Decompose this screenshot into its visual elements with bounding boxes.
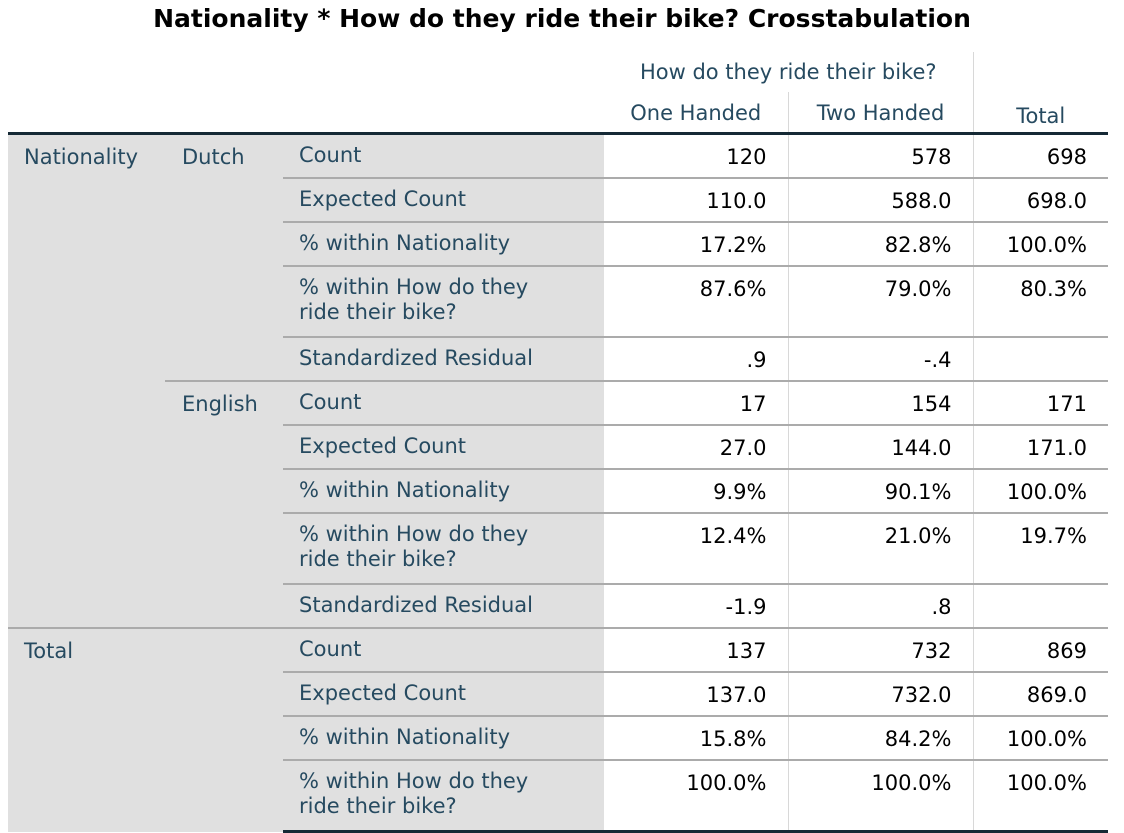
table-row: % within How do they ride their bike? 87.… [8, 265, 1108, 337]
row-variable-label: Nationality [8, 132, 165, 628]
table-row: Expected Count 137.0 732.0 869.0 [8, 671, 1108, 716]
cell-two-handed: 154 [787, 380, 973, 425]
cell-two-handed: 578 [787, 132, 973, 178]
cell-total: 100.0% [972, 221, 1108, 266]
table-row: Total Count 137 732 869 [8, 627, 1108, 832]
table-row: Expected Count 27.0 144.0 171.0 [8, 424, 1108, 469]
cell-two-handed: 82.8% [787, 221, 973, 266]
cell-two-handed: 588.0 [787, 177, 973, 222]
row-category-english: English [165, 380, 283, 628]
table-row: Standardized Residual -1.9.8 [8, 583, 1108, 628]
cell-total: 869 [972, 627, 1108, 672]
cell-two-handed: 79.0% [787, 265, 973, 337]
header-row-1: How do they ride their bike? Total [8, 52, 1108, 134]
statistic-label: Standardized Residual [283, 583, 604, 628]
table-row: % within How do they ride their bike? 12.… [8, 512, 1108, 584]
column-header-total: Total [972, 52, 1108, 134]
statistic-label: % within How do they ride their bike? [283, 512, 604, 584]
cell-one-handed: 27.0 [604, 424, 788, 469]
cell-one-handed: .9 [604, 336, 788, 381]
cell-one-handed: 120 [604, 132, 788, 178]
statistic-label: Count [283, 132, 604, 178]
cell-one-handed: 137.0 [604, 671, 788, 716]
cell-two-handed: 144.0 [787, 424, 973, 469]
cell-one-handed: 137 [604, 627, 788, 672]
cell-total: 100.0% [972, 468, 1108, 513]
table-row: Nationality Dutch Count 120 578 698 [8, 132, 1108, 628]
statistic-label: Standardized Residual [283, 336, 604, 381]
cell-one-handed: 12.4% [604, 512, 788, 584]
statistic-label: Expected Count [283, 177, 604, 222]
cell-one-handed: 87.6% [604, 265, 788, 337]
cell-total: 171 [972, 380, 1108, 425]
statistic-label: % within Nationality [283, 468, 604, 513]
row-category-dutch: Dutch [165, 132, 283, 381]
cell-one-handed: 110.0 [604, 177, 788, 222]
statistic-label: % within Nationality [283, 715, 604, 760]
column-header-one-handed: One Handed [630, 101, 762, 125]
cell-one-handed: 17 [604, 380, 788, 425]
cell-two-handed: -.4 [787, 336, 973, 381]
cell-one-handed: 9.9% [604, 468, 788, 513]
table-row: English Count 17 154 171 [8, 380, 1108, 628]
cell-two-handed: 732.0 [787, 671, 973, 716]
cell-total: 171.0 [972, 424, 1108, 469]
cell-two-handed: 732 [787, 627, 973, 672]
cell-two-handed: 84.2% [787, 715, 973, 760]
cell-two-handed: .8 [787, 583, 973, 628]
table-row: Standardized Residual .9 -.4 [8, 336, 1108, 381]
statistic-label: % within How do they ride their bike? [283, 265, 604, 337]
cell-total: 100.0% [972, 759, 1108, 833]
table-row: % within Nationality 15.8% 84.2% 100.0% [8, 715, 1108, 760]
cell-total: 698 [972, 132, 1108, 178]
cell-total: 80.3% [972, 265, 1108, 337]
cell-one-handed: 15.8% [604, 715, 788, 760]
cell-two-handed: 90.1% [787, 468, 973, 513]
cell-total: 869.0 [972, 671, 1108, 716]
cell-one-handed: -1.9 [604, 583, 788, 628]
crosstab-table: How do they ride their bike? Total One H… [8, 52, 1108, 833]
cell-total: 19.7% [972, 512, 1108, 584]
statistic-label: % within Nationality [283, 221, 604, 266]
column-spanner-label: How do they ride their bike? [639, 60, 937, 84]
statistic-label: Expected Count [283, 424, 604, 469]
table-row: Expected Count 110.0 588.0 698.0 [8, 177, 1108, 222]
column-header-two-handed: Two Handed [787, 92, 973, 134]
statistic-label: % within How do they ride their bike? [283, 759, 604, 833]
cell-one-handed: 17.2% [604, 221, 788, 266]
cell-total [972, 583, 1108, 628]
table-title: Nationality * How do they ride their bik… [153, 4, 971, 33]
statistic-label: Count [283, 380, 604, 425]
header-row-2: One Handed Two Handed [8, 92, 1108, 134]
cell-two-handed: 100.0% [787, 759, 973, 833]
cell-total: 100.0% [972, 715, 1108, 760]
cell-two-handed: 21.0% [787, 512, 973, 584]
statistic-label: Expected Count [283, 671, 604, 716]
cell-total: 698.0 [972, 177, 1108, 222]
cell-one-handed: 100.0% [604, 759, 788, 833]
table-row: % within Nationality 9.9% 90.1% 100.0% [8, 468, 1108, 513]
table-row: % within Nationality 17.2% 82.8% 100.0% [8, 221, 1108, 266]
cell-total [972, 336, 1108, 381]
statistic-label: Count [283, 627, 604, 672]
row-label-total: Total [8, 627, 283, 832]
